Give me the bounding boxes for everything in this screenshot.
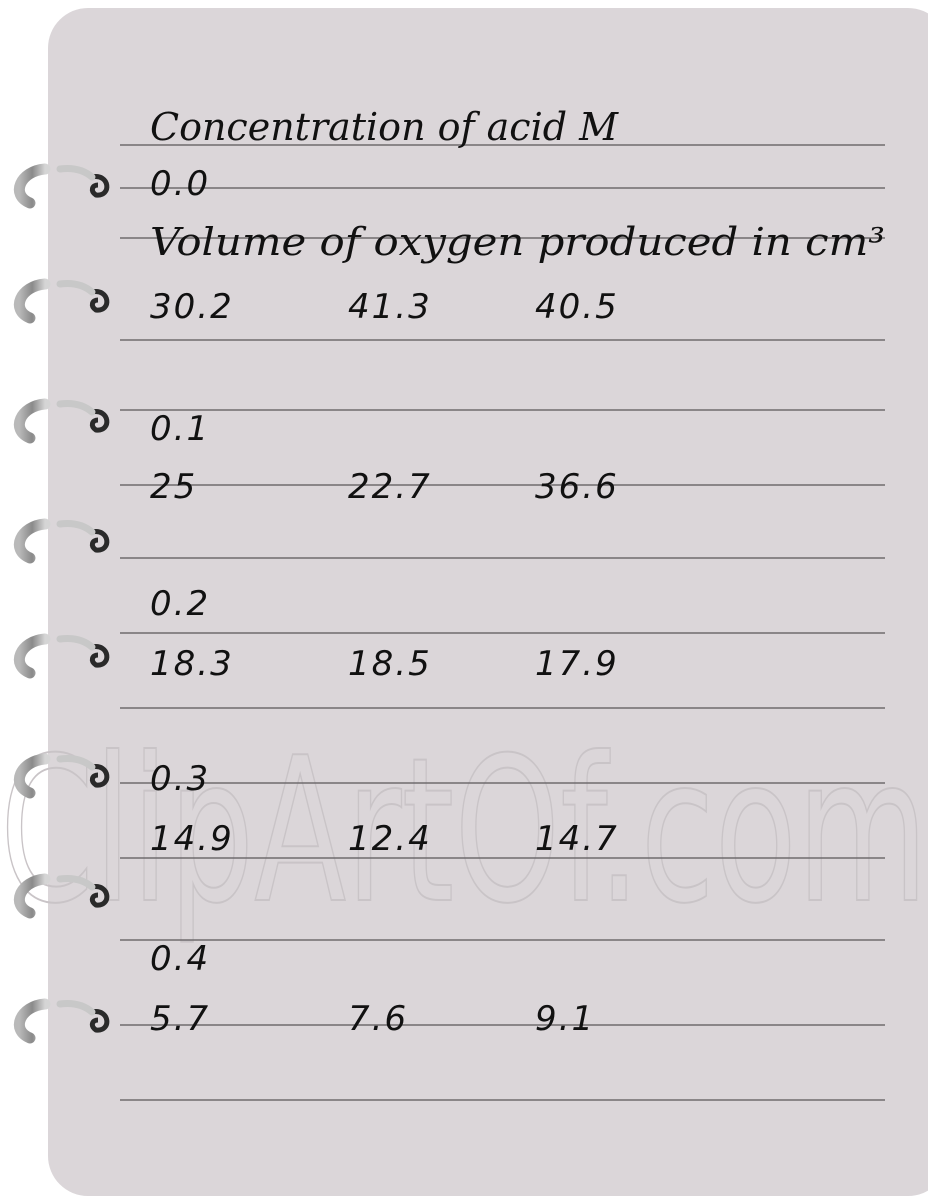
volume-reading: 5.7 xyxy=(150,999,210,1039)
ring xyxy=(19,1004,45,1038)
ring xyxy=(19,284,45,318)
ring xyxy=(19,639,45,673)
watermark: ClipArtOf.com xyxy=(0,715,928,948)
ring xyxy=(19,169,45,203)
volume-reading: 22.7 xyxy=(348,467,432,507)
volume-reading: 40.5 xyxy=(535,287,619,327)
volume-reading: 30.2 xyxy=(150,287,234,327)
concentration: 0.3 xyxy=(150,759,210,799)
volume-reading: 7.6 xyxy=(348,999,408,1039)
notepad: ClipArtOf.com Concentration of acid M Vo… xyxy=(0,0,928,1203)
heading: Concentration of acid M xyxy=(150,105,619,149)
volume-reading: 18.5 xyxy=(348,644,432,684)
volume-reading: 14.7 xyxy=(535,819,619,859)
ring xyxy=(19,524,45,558)
concentration: 0.1 xyxy=(150,409,210,449)
volume-reading: 12.4 xyxy=(348,819,432,859)
concentration: 0.4 xyxy=(150,939,210,979)
volume-reading: 14.9 xyxy=(150,819,234,859)
volume-reading: 18.3 xyxy=(150,644,234,684)
volume-reading: 17.9 xyxy=(535,644,619,684)
concentration: 0.2 xyxy=(150,584,210,624)
volume-reading: 25 xyxy=(150,467,197,507)
ring xyxy=(19,404,45,438)
concentration: 0.0 xyxy=(150,164,210,204)
volume-reading: 9.1 xyxy=(535,999,595,1039)
volume-reading: 41.3 xyxy=(348,287,432,327)
volume-label: Volume of oxygen produced in cm³ xyxy=(150,220,885,264)
volume-reading: 36.6 xyxy=(535,467,619,507)
